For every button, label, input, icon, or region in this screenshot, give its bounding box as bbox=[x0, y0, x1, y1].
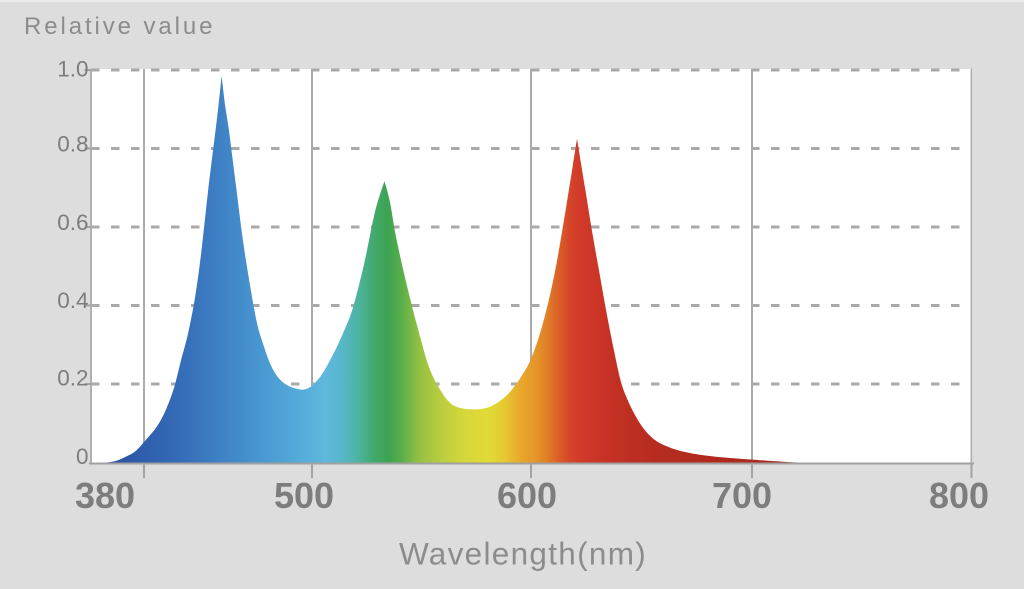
svg-text:380: 380 bbox=[75, 475, 135, 516]
svg-text:700: 700 bbox=[712, 475, 772, 516]
svg-text:Relative value: Relative value bbox=[24, 13, 215, 40]
svg-text:500: 500 bbox=[274, 475, 334, 516]
svg-text:0.8: 0.8 bbox=[57, 132, 88, 157]
svg-text:Wavelength(nm): Wavelength(nm) bbox=[399, 536, 647, 572]
svg-text:600: 600 bbox=[497, 475, 557, 516]
svg-text:800: 800 bbox=[929, 475, 989, 516]
svg-text:0.4: 0.4 bbox=[57, 288, 88, 313]
svg-text:0.2: 0.2 bbox=[57, 366, 88, 391]
svg-text:1.0: 1.0 bbox=[57, 57, 88, 82]
svg-text:0: 0 bbox=[76, 444, 89, 469]
svg-text:0.6: 0.6 bbox=[57, 210, 88, 235]
